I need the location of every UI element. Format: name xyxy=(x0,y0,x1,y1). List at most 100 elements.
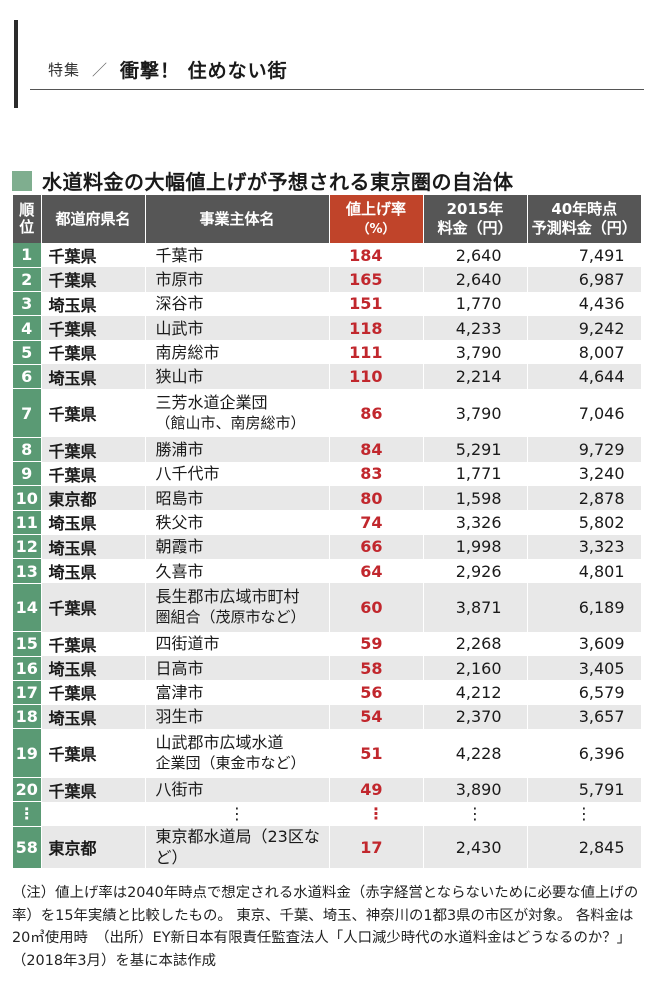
prefecture-cell: 東京都 xyxy=(41,485,146,511)
rate-cell: 60 xyxy=(329,583,424,632)
entity-name-line1: 羽生市 xyxy=(155,707,204,727)
fee-2040-cell: 7,046 xyxy=(527,388,642,438)
rate-cell: 86 xyxy=(329,388,424,438)
prefecture-cell: 埼玉県 xyxy=(41,291,146,316)
water-fee-table: 順位 都道府県名 事業主体名 値上げ率 （%） 2015年 料金（円） 40年時点予… xyxy=(13,195,642,869)
table-row: 6 埼玉県 狭山市 110 2,214 4,644 xyxy=(13,364,642,390)
entity-name-line1: 四街道市 xyxy=(155,634,220,654)
fee-2015-cell: 3,871 xyxy=(423,583,528,632)
decorative-vertical-bar xyxy=(14,20,18,108)
rate-cell: 66 xyxy=(329,534,424,559)
fee-2015-cell: 3,790 xyxy=(423,388,528,438)
table-row: 18 埼玉県 羽生市 54 2,370 3,657 xyxy=(13,704,642,730)
fee-2015-cell: 2,268 xyxy=(423,631,528,657)
prefecture-cell: 千葉県 xyxy=(41,631,146,657)
rate-cell: 184 xyxy=(329,243,424,268)
fee-2015-cell: 1,770 xyxy=(423,291,528,316)
prefecture-cell: 埼玉県 xyxy=(41,656,146,681)
rate-cell: 58 xyxy=(329,656,424,681)
entity-cell: 千葉市 xyxy=(145,243,330,268)
entity-name-line1: 久喜市 xyxy=(155,561,204,581)
rank-cell: 3 xyxy=(13,291,42,317)
rate-cell: 17 xyxy=(329,826,424,869)
rank-cell: 8 xyxy=(13,437,42,463)
prefecture-cell: 千葉県 xyxy=(41,461,146,486)
fee-2015-cell: 2,430 xyxy=(423,826,528,869)
rank-cell: 2 xyxy=(13,267,42,293)
table-row: 20 千葉県 八街市 49 3,890 5,791 xyxy=(13,777,642,803)
entity-cell: 朝霞市 xyxy=(145,534,330,559)
fee-2015-cell: 3,326 xyxy=(423,510,528,535)
fee-2015-cell: 2,160 xyxy=(423,656,528,681)
prefecture-cell: 埼玉県 xyxy=(41,534,146,559)
fee-2040-cell: 3,323 xyxy=(527,534,642,559)
entity-cell: 三芳水道企業団 （館山市、南房総市） xyxy=(145,388,330,438)
entity-cell: 東京都水道局（23区など） xyxy=(145,826,330,869)
green-square-icon xyxy=(12,170,32,191)
rate-cell: 56 xyxy=(329,680,424,705)
table-row: 13 埼玉県 久喜市 64 2,926 4,801 xyxy=(13,558,642,584)
prefecture-cell: 千葉県 xyxy=(41,437,146,462)
entity-name-line1: 秩父市 xyxy=(155,512,204,532)
table-row: 11 埼玉県 秩父市 74 3,326 5,802 xyxy=(13,510,642,536)
fee-2015-cell: 2,926 xyxy=(423,558,528,584)
rank-cell: 9 xyxy=(13,461,42,487)
fee-2040-cell: 4,436 xyxy=(527,291,642,316)
rate-cell: 49 xyxy=(329,777,424,802)
fee-2015-cell: ⋮ xyxy=(423,801,528,827)
entity-name-line2: 圏組合（茂原市など） xyxy=(155,608,306,627)
fee-2040-cell: 9,729 xyxy=(527,437,642,462)
prefecture-cell: 東京都 xyxy=(41,826,146,869)
prefecture-cell: 千葉県 xyxy=(41,243,146,268)
fee-2015-cell: 1,998 xyxy=(423,534,528,559)
rate-cell: 80 xyxy=(329,485,424,511)
fee-2040-cell: ⋮ xyxy=(527,801,642,827)
prefecture-cell: 千葉県 xyxy=(41,728,146,778)
entity-name-line1: 富津市 xyxy=(155,682,204,702)
fee-2015-cell: 4,212 xyxy=(423,680,528,705)
col-prefecture: 都道府県名 xyxy=(41,195,146,243)
fee-2040-cell: 3,657 xyxy=(527,704,642,729)
entity-cell: 狭山市 xyxy=(145,364,330,389)
rate-cell: 51 xyxy=(329,728,424,778)
fee-2015-cell: 1,771 xyxy=(423,461,528,486)
entity-name-line2: 企業団（東金市など） xyxy=(155,754,306,773)
fee-2040-cell: 2,845 xyxy=(527,826,642,869)
rate-cell: 74 xyxy=(329,510,424,535)
table-row: 2 千葉県 市原市 165 2,640 6,987 xyxy=(13,267,642,293)
rate-cell: 64 xyxy=(329,558,424,584)
prefecture-cell: 埼玉県 xyxy=(41,364,146,389)
rate-cell: 84 xyxy=(329,437,424,462)
entity-cell: 八千代市 xyxy=(145,461,330,486)
rank-cell: 5 xyxy=(13,340,42,365)
table-row: 12 埼玉県 朝霞市 66 1,998 3,323 xyxy=(13,534,642,560)
rank-cell: 13 xyxy=(13,558,42,584)
table-row: 8 千葉県 勝浦市 84 5,291 9,729 xyxy=(13,437,642,463)
entity-cell: 昭島市 xyxy=(145,485,330,511)
rank-cell: 14 xyxy=(13,583,42,633)
prefecture-cell: 埼玉県 xyxy=(41,510,146,535)
entity-name-line1: ⋮ xyxy=(229,804,245,824)
fee-2040-cell: 3,609 xyxy=(527,631,642,657)
rate-cell: 83 xyxy=(329,461,424,486)
entity-name-line1: 深谷市 xyxy=(155,294,204,314)
rank-cell: 12 xyxy=(13,534,42,560)
fee-2015-cell: 4,233 xyxy=(423,315,528,341)
feature-title: 衝撃！ 住めない街 xyxy=(120,60,288,82)
rank-cell: 19 xyxy=(13,728,42,779)
table-row: 14 千葉県 長生郡市広域市町村 圏組合（茂原市など） 60 3,871 6,189 xyxy=(13,583,642,633)
fee-2015-cell: 2,640 xyxy=(423,267,528,292)
col-entity: 事業主体名 xyxy=(145,195,330,243)
fee-2015-cell: 2,370 xyxy=(423,704,528,729)
entity-cell: 深谷市 xyxy=(145,291,330,316)
entity-name-line1: 勝浦市 xyxy=(155,440,204,460)
fee-2015-cell: 2,214 xyxy=(423,364,528,389)
entity-name-line1: 八街市 xyxy=(155,780,204,800)
rate-cell: 59 xyxy=(329,631,424,657)
table-header-row: 順位 都道府県名 事業主体名 値上げ率 （%） 2015年 料金（円） 40年時点予… xyxy=(13,195,641,243)
rate-cell: 54 xyxy=(329,704,424,729)
rate-cell: 110 xyxy=(329,364,424,389)
rate-cell: 111 xyxy=(329,340,424,365)
fee-2040-cell: 6,396 xyxy=(527,728,642,778)
rank-cell: ⋮ xyxy=(13,801,42,827)
